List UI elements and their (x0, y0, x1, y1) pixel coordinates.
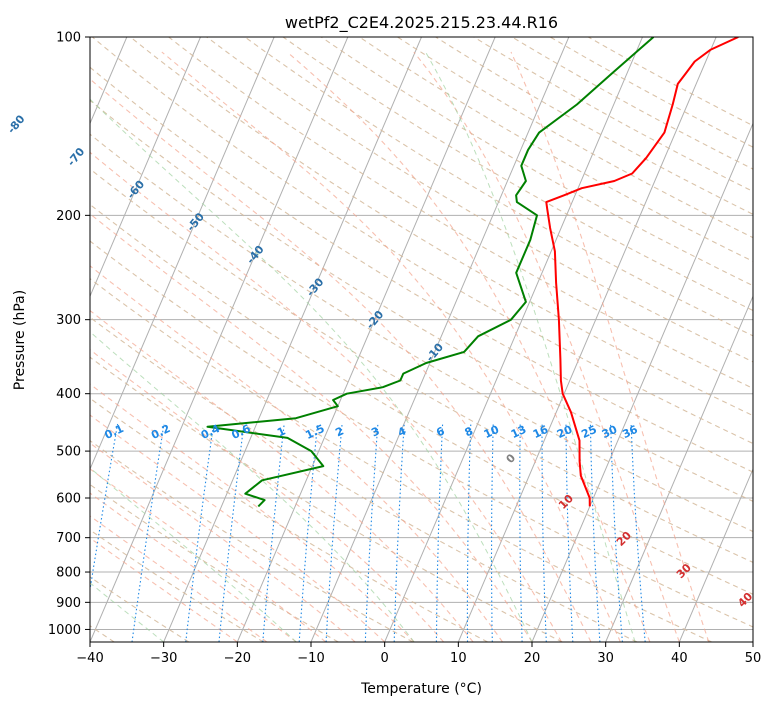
wetbulb-line (90, 331, 415, 642)
wetbulb-line (90, 98, 533, 642)
y-tick-label: 600 (56, 492, 81, 507)
y-tick-label: 700 (56, 531, 81, 546)
dry-adiabat (130, 37, 753, 417)
x-tick-label: 50 (745, 651, 762, 666)
mixing-ratio-line (90, 423, 119, 593)
mixing-ratio-line (325, 423, 343, 642)
moist-adiabat (90, 265, 503, 642)
series-layer (206, 37, 739, 508)
moist-adiabat (510, 51, 710, 642)
mixing-ratio-line (131, 423, 165, 642)
isotherm-40 (678, 467, 753, 642)
isotherm--60 (90, 37, 201, 298)
temperature-line (545, 37, 739, 507)
mixing-ratio-line (565, 423, 574, 642)
dry-adiabat (435, 37, 753, 215)
moist-adiabat (90, 151, 562, 642)
dry-adiabat (320, 37, 753, 287)
dry-adiabat (90, 133, 753, 533)
mixing-ratio-line (435, 423, 444, 642)
dry-adiabat (90, 277, 712, 642)
axis-ticks: −40 −30 −20 −10 0 10 20 30 40 50 1000 900 800 700 600 5… (48, 31, 761, 667)
y-tick-label: 500 (56, 445, 81, 460)
mixing-ratio-line (541, 424, 547, 642)
mixing-ratio-line (589, 423, 601, 642)
x-tick-label: 10 (450, 651, 467, 666)
background-lines (90, 37, 753, 642)
mixing-ratio-line (630, 423, 646, 642)
mixing-ratio-line (393, 423, 405, 642)
x-tick-label: −20 (224, 651, 251, 666)
isotherm--20 (236, 37, 496, 642)
moist-adiabat (90, 383, 415, 642)
x-tick-label: 20 (524, 651, 541, 666)
y-tick-label: 100 (56, 31, 81, 46)
y-tick-label: 400 (56, 387, 81, 402)
dry-adiabat (90, 439, 414, 642)
dry-adiabat (90, 99, 753, 502)
isotherm-0 (384, 37, 643, 642)
mixing-ratio-line (262, 423, 285, 642)
mixing-ratio-label: 30 (600, 423, 620, 441)
y-tick-label: 900 (56, 596, 81, 611)
moist-adiabat (161, 51, 621, 642)
dry-adiabat (90, 483, 339, 642)
dry-adiabat (90, 66, 753, 473)
mixing-ratio-line (519, 423, 523, 642)
chart-title: wetPf2_C2E4.2025.215.23.44.R16 (285, 13, 558, 33)
dry-adiabat (168, 37, 753, 389)
mixing-ratio-line (298, 423, 319, 642)
wetbulb-line (90, 582, 165, 642)
mixing-ratio-line (185, 423, 215, 642)
dry-adiabat (90, 240, 753, 628)
y-tick-label: 300 (56, 313, 81, 328)
mixing-ratio-label: 16 (531, 423, 551, 441)
dewpoint-line (206, 37, 655, 508)
wetbulb-line (90, 467, 297, 642)
moist-adiabat (90, 309, 474, 642)
mixing-ratio-line (364, 423, 379, 642)
dry-adiabat (282, 37, 753, 312)
x-axis-label: Temperature (°C) (360, 681, 482, 697)
x-tick-label: −30 (150, 651, 177, 666)
moist-adiabat (413, 51, 680, 642)
mixing-ratio-label: 36 (620, 423, 640, 441)
plot-frame (89, 36, 754, 643)
y-axis-label: Pressure (hPa) (12, 290, 28, 390)
moist-adiabat (90, 414, 386, 642)
isotherm--50 (90, 37, 275, 471)
mixing-ratio-line (218, 423, 245, 642)
mixing-ratio-label: 13 (509, 423, 528, 441)
isotherm--40 (90, 37, 349, 642)
x-tick-label: 40 (671, 651, 688, 666)
moist-adiabat (90, 537, 238, 642)
moist-adiabat (90, 349, 445, 642)
moist-adiabat (90, 213, 533, 642)
x-tick-label: −10 (297, 651, 324, 666)
isotherm-30 (605, 295, 753, 642)
mixing-ratio-line (610, 423, 623, 642)
moist-adiabat (90, 442, 356, 642)
mixing-ratio-label: 25 (579, 423, 598, 441)
mixing-ratio-label: 20 (555, 423, 575, 441)
mixing-ratio-line (466, 423, 472, 642)
dry-adiabat (206, 37, 753, 363)
x-tick-label: −40 (76, 651, 103, 666)
mixing-ratio-label: 10 (482, 423, 502, 441)
dry-adiabat (549, 37, 753, 148)
mixing-ratio-line (490, 423, 494, 642)
wetbulb-line (425, 51, 636, 642)
y-tick-label: 200 (56, 209, 81, 224)
moist-adiabat (90, 78, 592, 642)
moist-adiabat (286, 51, 651, 642)
x-tick-label: 30 (597, 651, 614, 666)
dry-adiabat (91, 37, 753, 445)
x-tick-label: 0 (381, 651, 389, 666)
y-tick-label: 1000 (48, 623, 81, 638)
y-tick-label: 800 (56, 566, 81, 581)
